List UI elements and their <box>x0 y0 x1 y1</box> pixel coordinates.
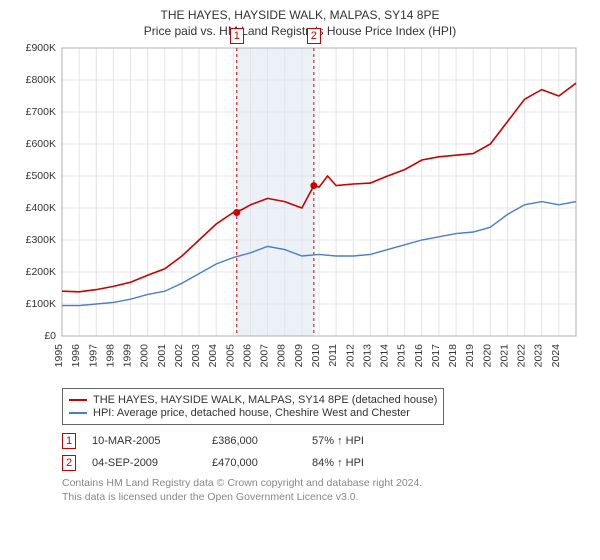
svg-text:£600K: £600K <box>26 138 56 150</box>
svg-text:2022: 2022 <box>516 344 528 368</box>
svg-text:£800K: £800K <box>26 74 56 86</box>
event-row: 2 04-SEP-2009 £470,000 84% ↑ HPI <box>62 455 582 471</box>
svg-text:£500K: £500K <box>26 170 56 182</box>
svg-text:2014: 2014 <box>379 344 391 368</box>
legend-label: THE HAYES, HAYSIDE WALK, MALPAS, SY14 8P… <box>93 394 437 406</box>
svg-text:2019: 2019 <box>464 344 476 368</box>
svg-text:2012: 2012 <box>344 344 356 368</box>
chart-container: THE HAYES, HAYSIDE WALK, MALPAS, SY14 8P… <box>0 0 600 560</box>
svg-text:2004: 2004 <box>207 344 219 368</box>
svg-text:2010: 2010 <box>310 344 322 368</box>
chart-event-marker-icon: 2 <box>307 28 321 44</box>
svg-text:1996: 1996 <box>70 344 82 368</box>
event-date: 10-MAR-2005 <box>92 435 212 447</box>
svg-text:2015: 2015 <box>396 344 408 368</box>
svg-text:2009: 2009 <box>293 344 305 368</box>
chart-title-main: THE HAYES, HAYSIDE WALK, MALPAS, SY14 8P… <box>18 8 582 22</box>
svg-text:£900K: £900K <box>26 44 56 54</box>
svg-text:2021: 2021 <box>498 344 510 368</box>
chart-svg: £0 £100K £200K £300K £400K £500K £600K £700K £80… <box>18 44 582 384</box>
svg-text:£700K: £700K <box>26 106 56 118</box>
svg-text:1999: 1999 <box>122 344 134 368</box>
legend-swatch <box>69 412 87 414</box>
svg-text:1995: 1995 <box>53 344 65 368</box>
svg-text:2007: 2007 <box>259 344 271 368</box>
svg-text:2018: 2018 <box>447 344 459 368</box>
event-marker-icon: 1 <box>62 433 76 449</box>
event-marker-icon: 2 <box>62 455 76 471</box>
svg-text:2006: 2006 <box>241 344 253 368</box>
chart-title-sub: Price paid vs. HM Land Registry's House … <box>18 24 582 38</box>
svg-text:2008: 2008 <box>276 344 288 368</box>
svg-text:2011: 2011 <box>327 344 339 367</box>
svg-text:2003: 2003 <box>190 344 202 368</box>
legend-box: THE HAYES, HAYSIDE WALK, MALPAS, SY14 8P… <box>62 388 444 425</box>
event-row: 1 10-MAR-2005 £386,000 57% ↑ HPI <box>62 433 582 449</box>
event-vs-hpi: 84% ↑ HPI <box>312 457 364 469</box>
svg-text:£100K: £100K <box>26 298 56 310</box>
svg-text:2002: 2002 <box>173 344 185 368</box>
chart-area: £0 £100K £200K £300K £400K £500K £600K £700K £80… <box>18 44 582 384</box>
legend-swatch <box>69 399 87 401</box>
legend-label: HPI: Average price, detached house, Ches… <box>93 407 410 419</box>
svg-text:£0: £0 <box>44 330 56 342</box>
svg-text:£400K: £400K <box>26 202 56 214</box>
svg-text:2020: 2020 <box>481 344 493 368</box>
event-vs-hpi: 57% ↑ HPI <box>312 435 364 447</box>
svg-text:2005: 2005 <box>224 344 236 368</box>
credits: Contains HM Land Registry data © Crown c… <box>62 477 582 504</box>
svg-text:2016: 2016 <box>413 344 425 368</box>
svg-text:2024: 2024 <box>550 344 562 368</box>
svg-text:2023: 2023 <box>533 344 545 368</box>
svg-text:2013: 2013 <box>361 344 373 368</box>
credits-line: Contains HM Land Registry data © Crown c… <box>62 477 582 491</box>
svg-text:2001: 2001 <box>156 344 168 368</box>
event-date: 04-SEP-2009 <box>92 457 212 469</box>
svg-text:£200K: £200K <box>26 266 56 278</box>
legend-item: THE HAYES, HAYSIDE WALK, MALPAS, SY14 8P… <box>69 394 437 406</box>
legend-item: HPI: Average price, detached house, Ches… <box>69 407 437 419</box>
credits-line: This data is licensed under the Open Gov… <box>62 491 582 505</box>
svg-text:1998: 1998 <box>104 344 116 368</box>
chart-event-marker-icon: 1 <box>230 28 244 44</box>
svg-text:2000: 2000 <box>139 344 151 368</box>
event-list: 1 10-MAR-2005 £386,000 57% ↑ HPI 2 04-SE… <box>62 433 582 471</box>
svg-text:£300K: £300K <box>26 234 56 246</box>
event-price: £386,000 <box>212 435 312 447</box>
svg-text:2017: 2017 <box>430 344 442 368</box>
svg-text:1997: 1997 <box>87 344 99 368</box>
event-price: £470,000 <box>212 457 312 469</box>
